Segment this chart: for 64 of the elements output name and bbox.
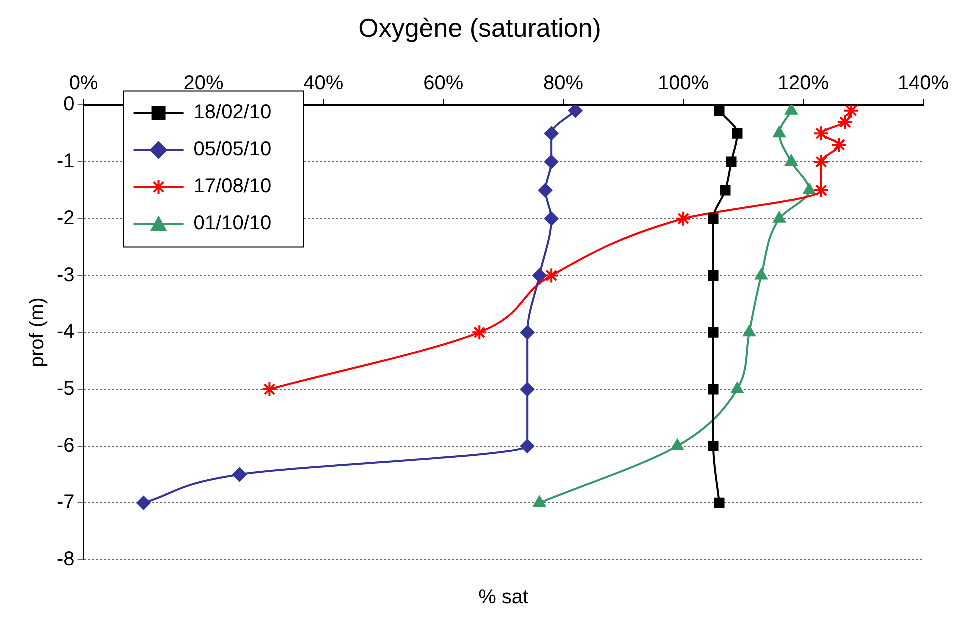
x-tick-label: 60% bbox=[424, 72, 464, 95]
legend-label: 18/02/10 bbox=[194, 102, 272, 124]
point bbox=[708, 327, 719, 338]
point bbox=[837, 114, 854, 130]
point bbox=[520, 439, 535, 454]
point bbox=[708, 441, 719, 452]
x-axis-title: % sat bbox=[478, 586, 530, 609]
point bbox=[813, 126, 830, 142]
point bbox=[813, 154, 830, 170]
point bbox=[676, 210, 692, 227]
point bbox=[568, 105, 583, 118]
point bbox=[232, 468, 247, 482]
point bbox=[520, 326, 535, 340]
point bbox=[671, 439, 684, 450]
point bbox=[544, 212, 559, 226]
y-tick-label: -1 bbox=[56, 150, 75, 173]
point bbox=[472, 324, 488, 341]
chart-title: Oxygène (saturation) bbox=[358, 12, 602, 43]
x-tick-label: 120% bbox=[778, 72, 830, 95]
point bbox=[720, 185, 731, 196]
point bbox=[544, 268, 560, 284]
point bbox=[843, 105, 860, 119]
point bbox=[785, 105, 798, 115]
x-tick-label: 100% bbox=[658, 72, 710, 95]
y-tick-label: -3 bbox=[56, 264, 75, 286]
y-tick-label: -5 bbox=[56, 378, 75, 400]
x-tick-label: 20% bbox=[184, 72, 224, 95]
point bbox=[538, 183, 553, 198]
legend-label: 05/05/10 bbox=[194, 138, 272, 161]
point bbox=[533, 496, 546, 508]
y-axis-title: prof (m) bbox=[26, 298, 49, 368]
y-tick-label: -6 bbox=[56, 434, 75, 457]
point bbox=[813, 182, 830, 198]
point bbox=[532, 268, 547, 283]
point bbox=[136, 496, 151, 510]
point bbox=[831, 136, 848, 153]
point bbox=[773, 212, 786, 223]
y-tick-label: -8 bbox=[56, 548, 75, 571]
legend-label: 01/10/10 bbox=[194, 212, 272, 235]
point bbox=[520, 382, 535, 396]
point bbox=[544, 155, 559, 170]
point bbox=[731, 382, 744, 394]
point bbox=[743, 326, 756, 337]
y-tick-label: -2 bbox=[56, 207, 75, 230]
legend-label: 17/08/10 bbox=[194, 176, 272, 198]
x-tick-label: 80% bbox=[544, 72, 584, 95]
y-tick-label: 0 bbox=[64, 94, 75, 116]
point bbox=[708, 214, 719, 224]
point bbox=[755, 268, 768, 280]
y-tick-label: -7 bbox=[56, 492, 75, 514]
point bbox=[544, 126, 559, 141]
point bbox=[732, 128, 743, 139]
x-tick-label: 0% bbox=[69, 72, 98, 95]
x-tick-label: 140% bbox=[898, 72, 950, 95]
point bbox=[714, 106, 725, 116]
point bbox=[262, 381, 278, 398]
point bbox=[708, 270, 719, 281]
point bbox=[714, 498, 725, 508]
point bbox=[785, 155, 798, 166]
y-tick-label: -4 bbox=[56, 321, 75, 344]
point bbox=[773, 126, 786, 138]
x-tick-label: 40% bbox=[304, 72, 344, 95]
point bbox=[708, 384, 719, 395]
point bbox=[726, 156, 737, 168]
